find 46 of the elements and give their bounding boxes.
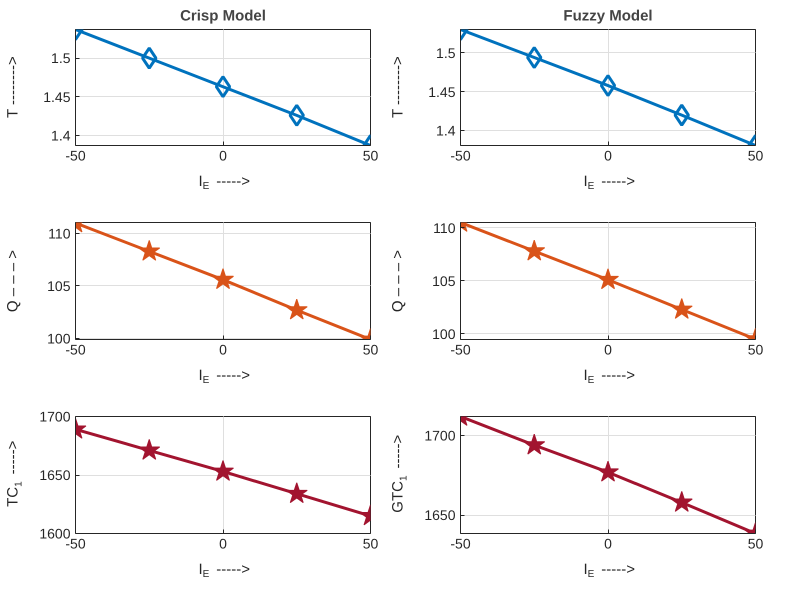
y-tick-label: 110: [433, 220, 456, 236]
y-tick-label: 1650: [424, 507, 456, 524]
y-tick-label: 100: [47, 330, 71, 346]
y-tick-label: 1.5: [436, 44, 456, 61]
line-series: [460, 416, 756, 534]
y-axis-title: TC1 ----->: [4, 440, 24, 507]
x-tick-label: 0: [604, 536, 612, 552]
x-tick-label: 50: [362, 536, 378, 552]
line-series: [76, 30, 370, 146]
x-tick-label: 50: [748, 148, 764, 164]
y-axis-title: Q – – – >: [4, 250, 22, 312]
y-tick-label: 1.45: [428, 84, 456, 100]
x-tick-label: 0: [604, 342, 612, 358]
y-axis-title: T -------->: [390, 56, 406, 118]
x-tick-label: 0: [219, 342, 228, 358]
x-tick-label: 50: [748, 342, 764, 358]
x-tick-label: 0: [219, 536, 228, 552]
y-axis-title: Q – – – >: [390, 250, 406, 312]
line-series: [76, 222, 370, 340]
chart-title: Fuzzy Model: [563, 8, 653, 24]
y-tick-label: 105: [432, 272, 456, 289]
y-tick-label: 1.5: [51, 50, 71, 66]
x-tick-label: 0: [604, 148, 612, 164]
y-tick-label: 110: [48, 226, 71, 242]
line-series: [460, 222, 756, 340]
x-tick-label: -50: [450, 536, 471, 552]
y-tick-label: 1700: [424, 428, 456, 444]
y-tick-label: 105: [47, 278, 71, 294]
y-tick-label: 1650: [39, 467, 71, 483]
y-tick-label: 1.4: [436, 122, 456, 139]
y-tick-label: 1600: [39, 526, 71, 542]
y-axis-title: T -------->: [4, 56, 22, 118]
y-tick-label: 1.4: [51, 127, 71, 144]
y-tick-label: 1.45: [43, 88, 71, 105]
y-tick-label: 100: [432, 326, 456, 342]
x-tick-label: -50: [450, 148, 471, 164]
y-axis-title: GTC1 ----->: [390, 434, 410, 513]
x-tick-label: 50: [362, 342, 378, 358]
line-series: [460, 30, 756, 146]
x-tick-label: 50: [748, 536, 764, 552]
x-tick-label: 0: [219, 148, 228, 164]
x-tick-label: 50: [362, 148, 378, 164]
x-tick-label: -50: [450, 342, 471, 358]
chart-title: Crisp Model: [180, 8, 266, 24]
x-tick-label: -50: [65, 148, 86, 164]
y-tick-label: 1700: [39, 408, 71, 424]
